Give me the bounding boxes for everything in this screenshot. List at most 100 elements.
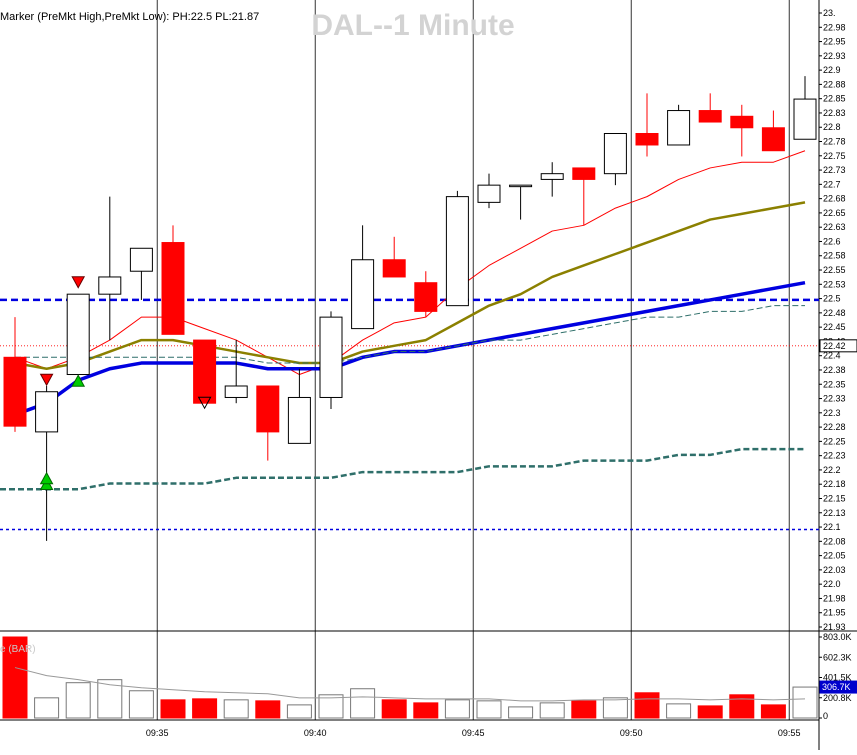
signal-marker [197,396,212,410]
volume-caption: e (BAR) [0,644,36,655]
volume-bar [97,679,123,719]
current-price-label: 22.42 [823,341,846,351]
volume-bar [634,692,660,719]
candle-body [35,391,59,433]
candle-body [129,247,153,272]
volume-bar [65,682,91,719]
current-volume-label: 306.7K [822,682,851,692]
signal-marker [71,276,86,289]
candle-body [667,110,691,146]
price-tick-label: 22.58 [823,251,846,261]
price-tick-label: 22.85 [823,94,846,104]
time-axis-ticks: 09:35 09:40 09:45 09:50 09:55 [146,728,801,738]
candle-body [3,356,27,427]
volume-average-line [14,667,806,702]
moving-average-overlays [0,150,806,491]
price-tick-label: 22.73 [823,165,846,175]
price-tick-label: 22.1 [823,522,841,532]
volume-bar [2,636,28,719]
candle-body [509,184,533,188]
candle-body [193,339,217,404]
price-tick-label: 22.55 [823,265,846,275]
volume-bar [255,700,281,719]
volume-bar [602,697,628,719]
signal-marker [39,471,54,485]
volume-tick-label: 0 [823,711,828,721]
study-label: Marker (PreMkt High,PreMkt Low): PH:22.5… [0,11,259,23]
volume-bar [286,704,312,719]
price-tick-label: 22.28 [823,422,846,432]
price-tick-label: 22.2 [823,465,841,475]
price-tick-label: 22.6 [823,236,841,246]
candle-body [66,293,90,376]
price-tick-label: 22.23 [823,451,846,461]
time-tick-label: 09:40 [304,728,327,738]
price-axis-ticks: 23. 22.98 22.95 22.93 22.9 22.88 22.85 22.83 22.… [819,8,857,632]
candle-body [256,385,280,433]
price-tick-label: 22.38 [823,365,846,375]
volume-bar [350,688,376,719]
overlay-line [14,280,806,417]
chart-title: DAL--1 Minute [311,9,514,42]
volume-tick-label: 200.8K [823,693,852,703]
reference-lines [0,298,819,531]
volume-bar [666,703,692,719]
candle-body [445,196,469,307]
signal-markers [39,276,212,491]
price-tick-label: 22.15 [823,493,846,503]
price-tick-label: 22.88 [823,79,846,89]
volume-axis-ticks: 803.0K 602.3K 401.5K 200.8K 0 306.7K [819,632,857,721]
candle-body [635,133,659,146]
volume-tick-label: 401.5K [823,673,852,683]
price-tick-label: 21.98 [823,593,846,603]
volume-bars [2,636,818,719]
price-tick-label: 22.03 [823,565,846,575]
price-tick-label: 22.68 [823,194,846,204]
price-tick-label: 22.5 [823,294,841,304]
volume-bar [697,705,723,719]
volume-tick-label: 602.3K [823,652,852,662]
overlay-line [14,201,806,371]
candle-body [572,167,596,180]
candle-body [698,110,722,123]
price-tick-label: 22.63 [823,222,846,232]
price-tick-label: 22.33 [823,394,846,404]
time-tick-label: 09:50 [620,728,643,738]
volume-bar [160,699,186,719]
price-tick-label: 22.4 [823,351,841,361]
candle-body [793,98,817,140]
price-tick-label: 22.8 [823,122,841,132]
price-tick-label: 22.08 [823,536,846,546]
candle-body [603,133,627,175]
price-tick-label: 22.65 [823,208,846,218]
price-tick-label: 22.18 [823,479,846,489]
volume-bar [128,690,154,719]
candle-body [319,316,343,398]
volume-bar [318,694,344,719]
candle-body [761,127,785,152]
volume-bar [571,700,597,719]
price-tick-label: 22.93 [823,51,846,61]
price-tick-label: 22.75 [823,151,846,161]
time-tick-label: 09:45 [462,728,485,738]
volume-bar [729,694,755,719]
candle-body [224,385,248,398]
price-tick-label: 22.35 [823,379,846,389]
candle-body [98,276,122,295]
price-tick-label: 23. [823,8,836,18]
price-tick-label: 22.7 [823,179,841,189]
candle-body [730,115,754,129]
volume-bar [792,686,818,719]
volume-bar [223,699,249,719]
volume-bar [760,704,786,719]
volume-bar [476,700,502,719]
volume-bar [508,706,534,719]
price-tick-label: 22.95 [823,37,846,47]
volume-bar [413,702,439,719]
price-tick-label: 22.13 [823,508,846,518]
volume-bar [381,699,407,719]
candle-body [161,242,185,335]
overlay-line [0,447,805,491]
